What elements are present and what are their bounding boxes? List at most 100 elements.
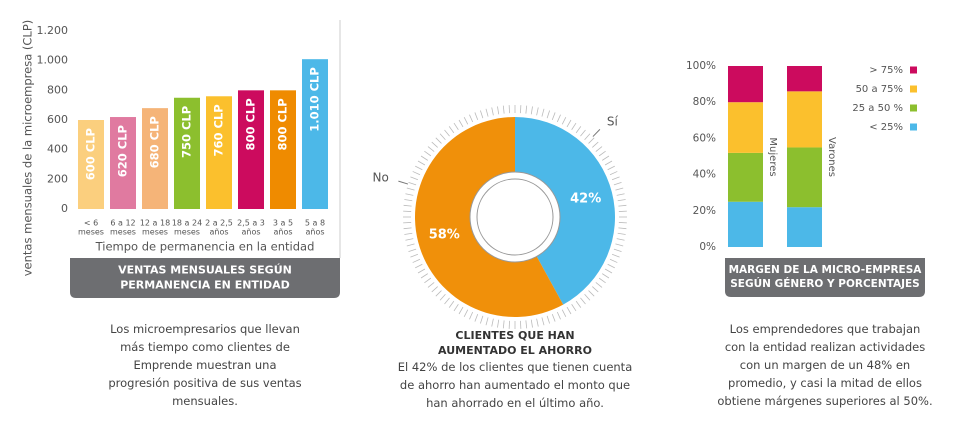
ring-tick [439,294,446,301]
ring-tick [417,268,426,274]
y-tick-label: 1.200 [37,24,69,37]
ring-tick [439,133,446,140]
ring-tick [592,286,599,293]
legend-swatch [910,123,917,131]
value-label: 620 CLP [116,125,130,177]
bar-segment [787,91,822,148]
x-tick-label: 3 a 5 años [273,218,293,236]
ring-tick [525,105,528,114]
ring-tick [408,248,417,252]
ring-tick [561,309,567,317]
ring-tick [609,258,618,263]
ring-tick [435,137,442,144]
bar-segment [787,207,822,247]
description: Los microempresarios que llevan más tiem… [108,322,302,408]
bar-segment [728,201,763,247]
banner [70,258,340,298]
ring-tick [403,204,412,207]
ring-tick [410,176,419,181]
ring-tick [556,311,561,320]
bar-segment [787,66,822,92]
ring-tick [444,297,450,305]
bar [110,117,136,209]
ring-tick [474,313,479,322]
ring-tick [431,141,438,148]
ring-tick [618,227,627,230]
value-label: 800 CLP [276,98,290,150]
ring-tick [598,150,606,157]
ring-tick [474,112,479,121]
bar [302,59,328,209]
value-label: 58% [429,228,460,243]
ring-tick [410,253,419,258]
ring-tick [408,182,417,186]
category-label: Varones [826,137,837,177]
ring-tick [485,317,489,326]
value-label: 600 CLP [84,128,98,180]
ring-tick [404,199,413,202]
ring-tick [571,122,577,130]
ring-tick [427,146,435,152]
value-label: 42% [570,191,601,206]
ring-tick [405,238,414,241]
value-label: 1.010 CLP [308,67,322,132]
y-axis-label: ventas mensuales de la microempresa (CLP… [21,20,35,277]
value-label: 800 CLP [244,98,258,150]
x-axis-label: Tiempo de permanencia en la entidad [95,240,315,254]
y-tick-label: 400 [47,143,68,156]
ring-tick [609,171,618,176]
ring-tick [463,117,469,125]
ring-tick [613,182,622,186]
ring-tick [615,187,624,191]
ring-tick [602,273,610,279]
ring-tick [463,309,469,317]
ring-tick [556,114,561,123]
inner-ring [476,178,554,256]
chart-title: MARGEN DE LA MICRO-EMPRESA SEGÚN GÉNERO Y… [729,264,923,290]
description: Los emprendedores que trabajan con la en… [717,322,933,408]
x-tick-label: 18 a 24 meses [172,218,202,236]
ring-tick [420,155,428,161]
ring-tick [611,253,620,258]
bar [174,97,200,209]
ring-tick [427,282,435,288]
x-tick-label: < 6 meses [78,218,104,236]
y-tick-label: 60% [693,132,716,144]
ring-tick [444,129,450,137]
bar-segment [728,66,763,103]
ring-tick [435,290,442,297]
ring-tick [595,282,603,288]
ring-tick [485,108,489,117]
ring-tick [566,119,572,128]
leader-line [592,129,601,137]
x-tick-label: 2,5 a 3 años [237,218,265,236]
x-tick-label: 6 a 12 meses [110,218,136,236]
ring-tick [607,165,615,171]
ring-tick [405,193,414,196]
ring-tick [618,204,627,207]
bar-segment [787,147,822,208]
legend-swatch [910,104,917,112]
y-tick-label: 80% [693,96,716,108]
ring-tick [453,122,459,130]
ring-tick [403,227,412,230]
bar [142,108,168,209]
ring-tick [615,243,624,247]
ring-tick [541,108,545,117]
ring-tick [584,133,591,140]
ring-tick [541,317,545,326]
value-label: 750 CLP [180,106,194,158]
legend-swatch [910,66,917,74]
description: El 42% de los clientes que tienen cuenta… [397,360,633,410]
y-tick-label: 1.000 [37,54,69,67]
ring-tick [530,106,533,115]
y-tick-label: 800 [47,83,68,96]
ring-tick [431,286,438,293]
ring-tick [424,150,432,157]
ring-tick [415,263,423,269]
ring-tick [580,129,586,137]
ring-tick [575,126,582,134]
bar-segment [728,152,763,202]
bar [78,120,104,209]
